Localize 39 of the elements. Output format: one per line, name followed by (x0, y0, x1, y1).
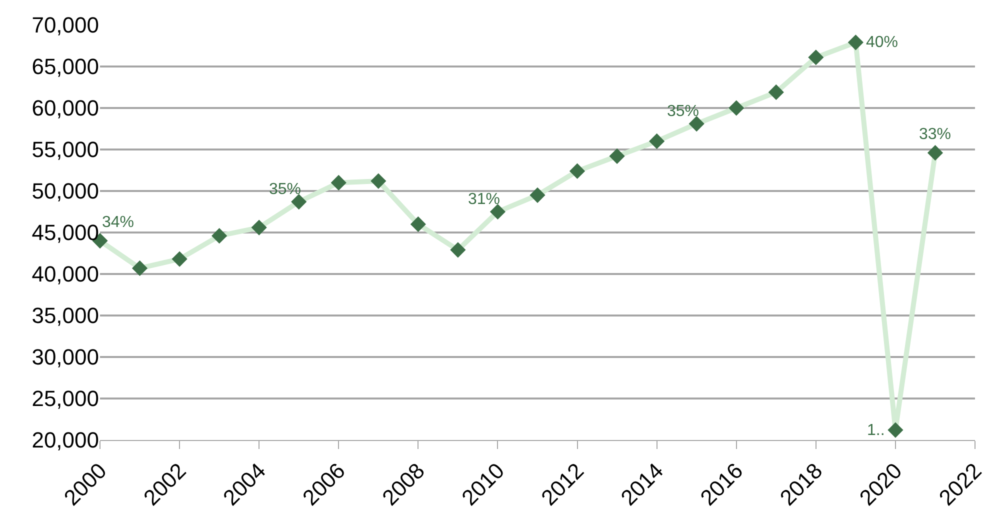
point (330, 174, 346, 190)
point (728, 100, 744, 116)
annotation: 1.. (867, 422, 885, 439)
y-tick-label: 70,000 (32, 12, 99, 38)
annotation: 34% (102, 214, 134, 231)
point (888, 422, 904, 438)
y-tick-label: 35,000 (32, 303, 99, 328)
y-tick-label: 20,000 (32, 428, 99, 453)
annotation: 35% (667, 103, 700, 120)
point (569, 163, 586, 179)
point (370, 173, 386, 189)
point (927, 145, 944, 161)
y-tick-label: 55,000 (32, 137, 99, 162)
point (530, 187, 546, 203)
point (490, 204, 506, 220)
annotation: 40% (866, 34, 898, 51)
point (172, 251, 188, 267)
y-tick-label: 30,000 (32, 344, 99, 370)
point (132, 260, 148, 276)
point (251, 220, 267, 236)
point (609, 148, 625, 164)
point (291, 194, 307, 210)
annotation: 35% (269, 181, 302, 198)
y-tick-label: 45,000 (32, 220, 99, 246)
point (808, 50, 824, 66)
y-tick-label: 60,000 (32, 96, 99, 121)
point (688, 116, 704, 132)
point (212, 228, 228, 244)
y-tick-label: 65,000 (32, 54, 99, 80)
point (450, 242, 466, 258)
y-tick-label: 25,000 (32, 386, 99, 412)
annotation: 33% (919, 126, 952, 143)
y-tick-label: 40,000 (32, 262, 99, 287)
annotation: 31% (468, 191, 500, 208)
point (768, 84, 784, 100)
point (848, 34, 864, 50)
point (410, 216, 426, 232)
point (649, 133, 665, 149)
y-tick-label: 50,000 (32, 178, 99, 204)
